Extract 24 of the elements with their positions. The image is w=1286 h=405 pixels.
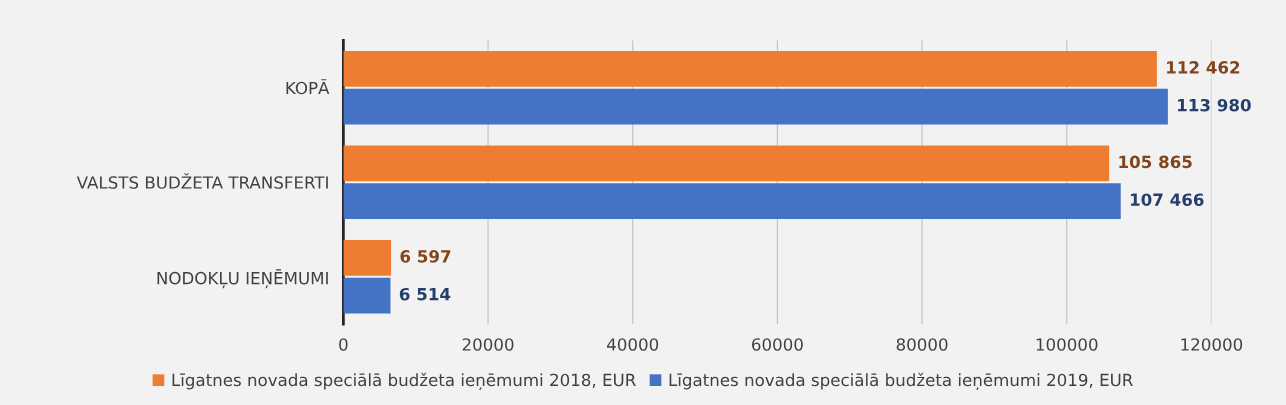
data-label: 107 466: [1130, 193, 1204, 206]
data-label: 6 597: [400, 250, 451, 263]
x-tick-label: 100000: [1036, 338, 1098, 351]
x-tick-label: 60000: [752, 338, 803, 351]
bar: [343, 183, 1121, 220]
bar: [343, 50, 1157, 87]
y-tick-label: KOPĀ: [286, 79, 330, 95]
x-tick-label: 20000: [462, 338, 514, 351]
bar: [343, 277, 391, 314]
data-label: 113 980: [1178, 98, 1251, 112]
y-tick-label: NODOKĻU IEŅĒMUMI: [157, 269, 328, 289]
x-tick-label: 120000: [1181, 338, 1243, 351]
legend-label: Līgatnes novada speciālā budžeta ieņēmumi 2019, EUR: [669, 372, 1133, 390]
bar: [343, 239, 392, 276]
data-label: 112 462: [1167, 61, 1240, 74]
legend-label: Līgatnes novada speciālā budžeta ieņēmumi 2018, EUR: [172, 372, 636, 390]
bar: [343, 88, 1168, 125]
y-tick-label: VALSTS BUDŽETA TRANSFERTI: [76, 173, 328, 189]
bar: [343, 145, 1110, 182]
x-tick-label: 80000: [896, 338, 948, 351]
x-tick-label: 0: [339, 338, 348, 351]
data-label: 6 514: [399, 287, 451, 301]
x-tick-label: 40000: [607, 338, 659, 351]
data-label: 105 865: [1119, 155, 1192, 169]
